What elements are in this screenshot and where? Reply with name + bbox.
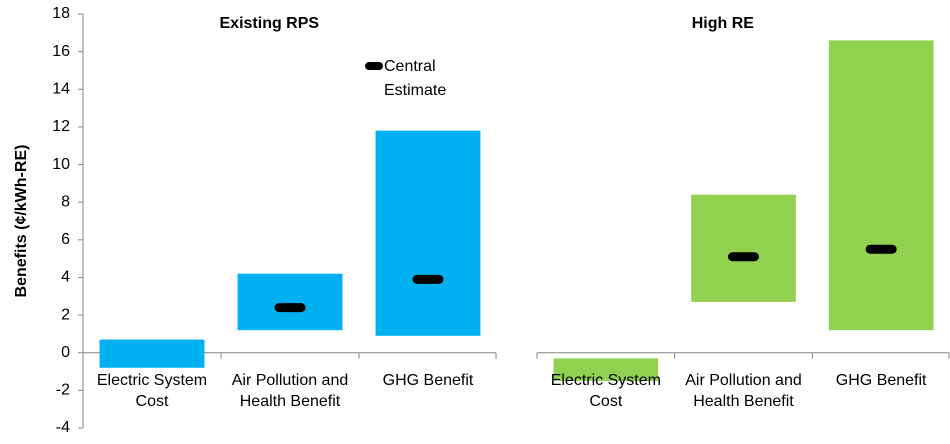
range-bar	[99, 339, 205, 368]
y-tick-label: 0	[61, 344, 70, 361]
y-tick-label: 2	[61, 306, 70, 323]
x-tick-label: Air Pollution and Health Benefit	[685, 372, 802, 410]
x-tick-label: Electric System Cost	[96, 372, 208, 410]
range-bar	[828, 40, 934, 331]
x-tick-label: GHG Benefit	[835, 372, 927, 389]
y-tick-label: -4	[56, 419, 70, 436]
x-tick-label-box: Air Pollution and Health Benefit	[685, 372, 802, 410]
y-axis-label: Benefits (¢/kWh-RE)	[13, 145, 30, 298]
x-tick-label-box: Electric System Cost	[96, 372, 208, 410]
panel-title: High RE	[692, 15, 755, 32]
range-bar	[691, 194, 796, 302]
y-tick-label: 10	[52, 156, 70, 173]
panel-title: Existing RPS	[220, 15, 320, 32]
range-bar	[375, 130, 481, 336]
y-tick-label: 14	[52, 80, 70, 97]
x-tick-label: GHG Benefit	[382, 372, 474, 389]
range-bar	[553, 358, 659, 381]
y-tick-label: -2	[56, 382, 70, 399]
x-tick-label-box: GHG Benefit	[382, 372, 474, 389]
x-tick-label-box: Air Pollution and Health Benefit	[231, 372, 349, 410]
x-tick-label-box: GHG Benefit	[835, 372, 927, 389]
x-tick-label: Air Pollution and Health Benefit	[231, 372, 349, 410]
y-tick-label: 16	[52, 43, 70, 60]
range-bar	[237, 273, 343, 331]
y-tick-label: 12	[52, 118, 70, 135]
y-tick-label: 6	[61, 231, 70, 248]
x-tick-label-box: Electric System Cost	[550, 372, 661, 410]
legend-label: Central Estimate	[384, 58, 447, 99]
y-tick-label: 8	[61, 193, 70, 210]
x-tick-label: Electric System Cost	[550, 372, 661, 410]
y-tick-label: 4	[61, 269, 70, 286]
y-tick-label: 18	[52, 5, 70, 22]
legend-box: Central Estimate	[384, 58, 447, 99]
